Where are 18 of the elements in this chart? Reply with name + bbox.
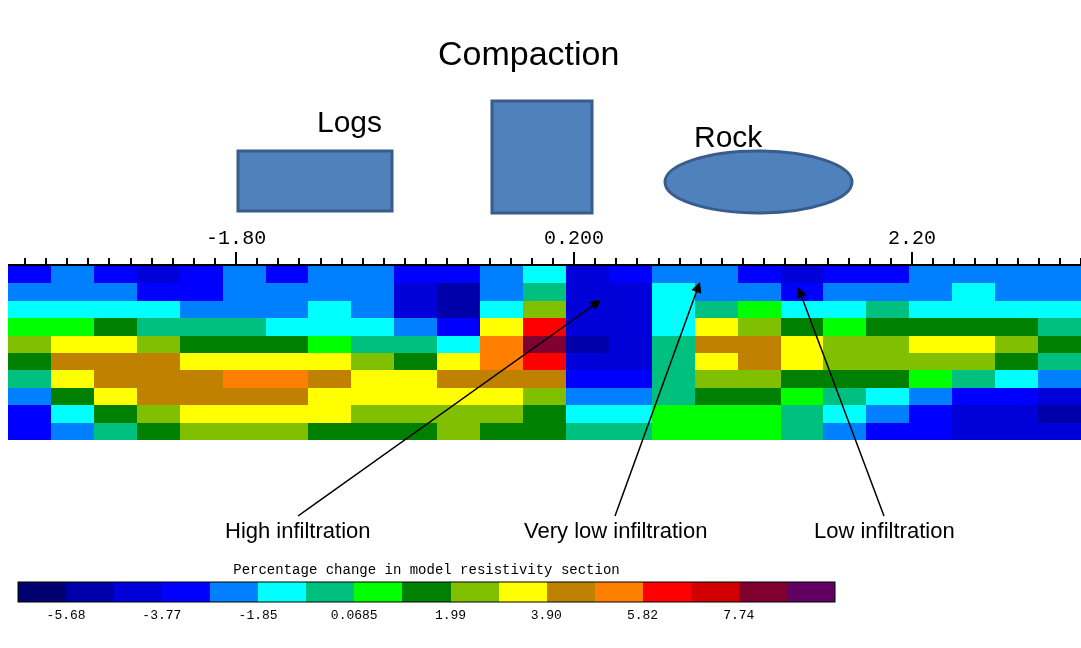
color-bar-label: -1.85 — [238, 607, 278, 623]
text: High infiltration — [225, 518, 371, 543]
color-bar-label: 1.99 — [434, 607, 467, 623]
text: Very low infiltration — [524, 518, 708, 543]
text: Logs — [317, 105, 383, 138]
chart-title: Compaction — [438, 34, 620, 72]
color-bar-label: 3.90 — [530, 607, 562, 623]
color-bar-label: 5.82 — [626, 607, 659, 623]
color-bar-label: -5.68 — [46, 607, 86, 623]
text: Rock — [694, 120, 764, 153]
x2-tick-label: 2.20 — [888, 227, 937, 250]
text: Low infiltration — [814, 518, 955, 543]
color-bar-title: Percentage change in model resistivity section — [233, 561, 620, 578]
x2-tick-label: 0.200 — [544, 227, 605, 250]
color-bar-label: 7.74 — [723, 607, 755, 623]
color-bar-label: -3.77 — [142, 607, 182, 623]
x2-tick-label: -1.80 — [206, 227, 267, 250]
color-bar-label: 0.0685 — [330, 607, 378, 623]
